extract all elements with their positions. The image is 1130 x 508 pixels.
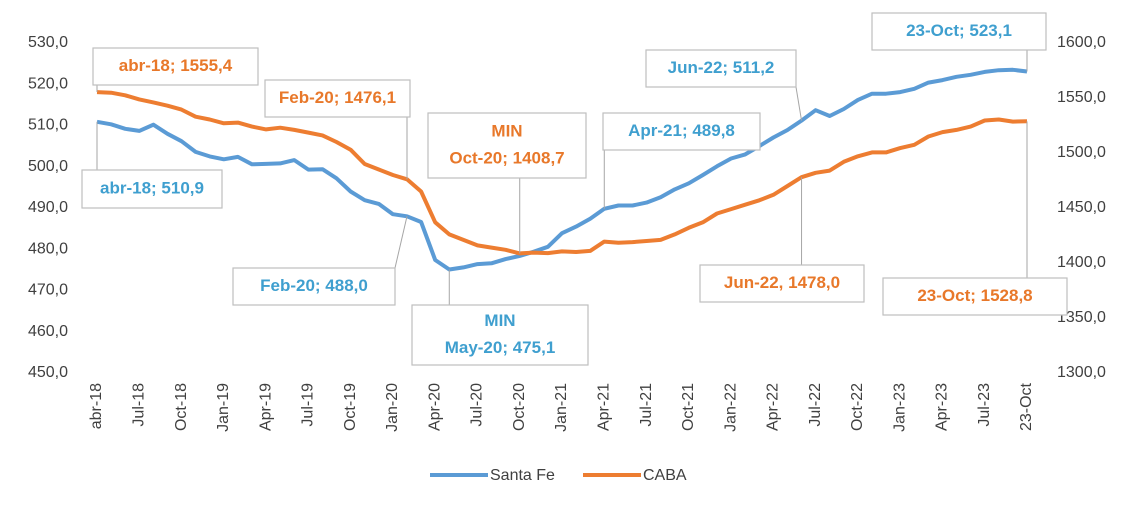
x-tick-label: Oct-18 — [173, 383, 190, 431]
x-tick-label: Jul-21 — [638, 383, 655, 427]
x-tick-label: Jul-23 — [976, 383, 993, 427]
x-tick-label: Jan-20 — [384, 383, 401, 432]
callout-box — [645, 49, 797, 88]
x-tick-label: Jan-23 — [891, 383, 908, 432]
annotation-text: abr-18; 510,9 — [100, 178, 204, 197]
series-line — [96, 90, 1028, 256]
annotation-text: Jun-22; 511,2 — [668, 58, 775, 77]
x-tick-label: Apr-19 — [257, 383, 274, 431]
x-tick-label: Jan-21 — [553, 383, 570, 432]
y-tick-label: 480,0 — [28, 240, 68, 257]
y-tick-label: 500,0 — [28, 158, 68, 175]
leader-line — [394, 216, 408, 269]
y-tick-label: 490,0 — [28, 199, 68, 216]
x-tick-label: Jul-19 — [300, 383, 317, 427]
x-tick-label: Jul-20 — [469, 383, 486, 427]
callout-box — [81, 169, 223, 209]
y-tick-label: 510,0 — [28, 117, 68, 134]
annotation-text: abr-18; 1555,4 — [119, 56, 233, 75]
callout-box — [411, 304, 589, 366]
leader-line — [795, 86, 803, 121]
callout-box — [699, 264, 865, 303]
callout-box — [882, 277, 1068, 316]
y2-tick-label: 1300,0 — [1057, 364, 1106, 381]
y-tick-label: 460,0 — [28, 323, 68, 340]
y2-tick-label: 1400,0 — [1057, 254, 1106, 271]
y2-tick-label: 1350,0 — [1057, 309, 1106, 326]
x-tick-label: abr-18 — [88, 383, 105, 429]
x-tick-label: Oct-21 — [680, 383, 697, 431]
y-tick-label: 470,0 — [28, 282, 68, 299]
callout-box — [92, 47, 259, 86]
callout-box — [232, 267, 396, 306]
x-tick-label: Jan-22 — [722, 383, 739, 432]
x-tick-label: Apr-20 — [426, 383, 443, 431]
x-tick-label: Jul-18 — [130, 383, 147, 427]
x-tick-label: Oct-20 — [511, 383, 528, 431]
legend-label: Santa Fe — [490, 467, 555, 484]
annotations: abr-18; 510,9 Feb-20; 488,0 MIN May-20; 475… — [81, 12, 1068, 366]
y2-tick-label: 1450,0 — [1057, 199, 1106, 216]
y-tick-label: 450,0 — [28, 364, 68, 381]
callout-box — [602, 112, 761, 151]
annotation-text: Oct-20; 1408,7 — [449, 148, 564, 167]
annotation-text: May-20; 475,1 — [445, 338, 556, 357]
annotation-text: 23-Oct; 1528,8 — [917, 286, 1032, 305]
legend-label: CABA — [643, 467, 687, 484]
annotation-text: Apr-21; 489,8 — [628, 121, 735, 140]
annotation-text: MIN — [491, 121, 522, 140]
x-tick-label: Oct-19 — [342, 383, 359, 431]
annotation-text: Jun-22, 1478,0 — [724, 273, 840, 292]
callout-box — [264, 79, 411, 118]
x-tick-label: Jan-19 — [215, 383, 232, 432]
series-line — [96, 67, 1028, 272]
annotation-text: Feb-20; 1476,1 — [279, 88, 396, 107]
y-tick-label: 520,0 — [28, 75, 68, 92]
y2-tick-label: 1600,0 — [1057, 34, 1106, 51]
y2-tick-label: 1500,0 — [1057, 144, 1106, 161]
y-tick-label: 530,0 — [28, 34, 68, 51]
x-tick-label: Apr-21 — [595, 383, 612, 431]
legend: Santa Fe CABA — [430, 467, 687, 484]
annotation-text: Feb-20; 488,0 — [260, 276, 368, 295]
callout-box — [427, 112, 587, 179]
x-tick-label: Jul-22 — [807, 383, 824, 427]
annotation-text: MIN — [484, 311, 515, 330]
x-tick-label: 23-Oct — [1018, 382, 1035, 431]
x-tick-label: Apr-22 — [765, 383, 782, 431]
callout-box — [871, 12, 1047, 51]
x-tick-label: Apr-23 — [934, 383, 951, 431]
annotation-text: 23-Oct; 523,1 — [906, 21, 1012, 40]
y2-tick-label: 1550,0 — [1057, 89, 1106, 106]
x-tick-label: Oct-22 — [849, 383, 866, 431]
